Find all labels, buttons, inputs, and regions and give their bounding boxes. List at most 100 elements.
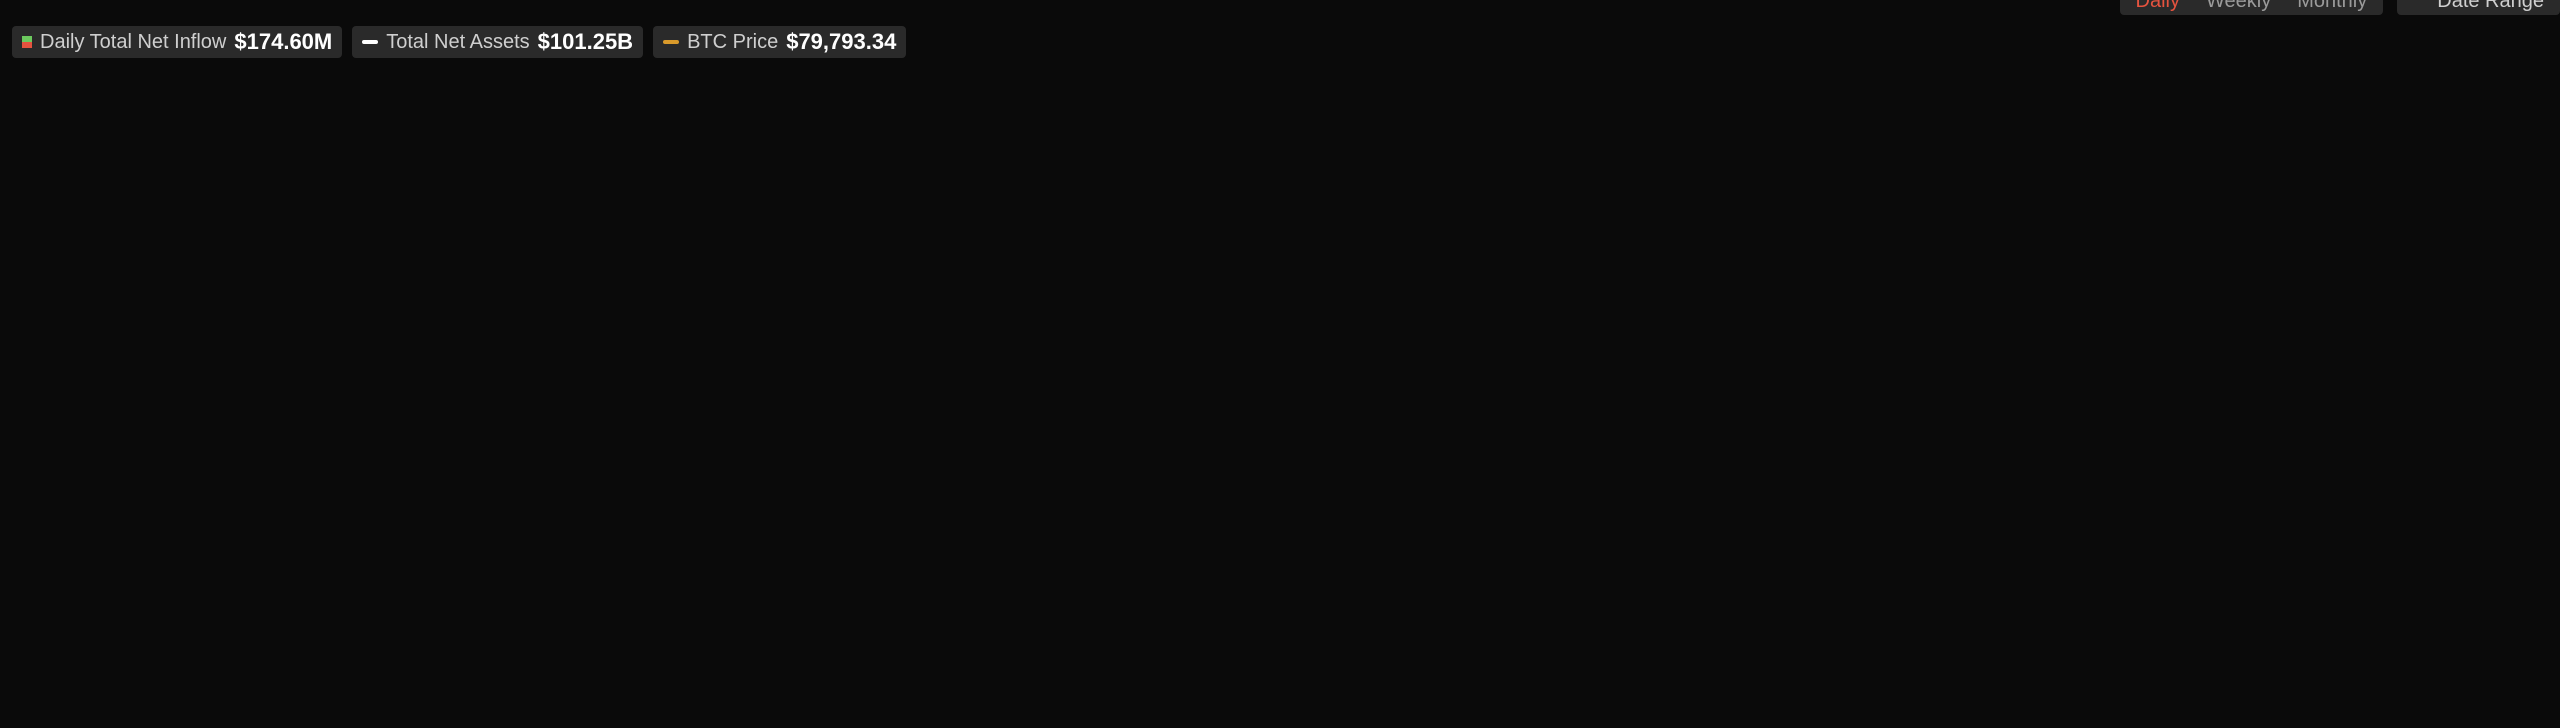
legend-item[interactable]: Total Net Assets $101.25B: [352, 26, 644, 58]
bar: [734, 388, 755, 475]
x-tick-label: 2026/08/14: [2007, 632, 2092, 651]
interval-button[interactable]: Weekly: [2206, 0, 2272, 12]
x-tick-label: 2026/06/10: [784, 632, 869, 651]
bar: [1305, 388, 1326, 410]
bar: [1849, 322, 1870, 388]
bar: [2339, 330, 2360, 388]
bar: [761, 388, 782, 412]
legend-item[interactable]: BTC Price $79,793.34: [653, 26, 907, 58]
bar: [2312, 388, 2333, 440]
bar: [1060, 388, 1081, 512]
bar: [1006, 388, 1027, 406]
y-tick-label: -900M: [54, 618, 95, 634]
bar: [1904, 362, 1925, 388]
bar: [2067, 309, 2088, 388]
y-tick-label: 900M: [59, 140, 95, 156]
bar: [924, 385, 945, 388]
bar: [1740, 326, 1761, 388]
interval-button[interactable]: Monthly: [2297, 0, 2368, 12]
bar: [1659, 388, 1680, 391]
y2-tick-label: 25.17B: [2482, 618, 2526, 634]
bar: [1142, 388, 1163, 448]
bar: [272, 388, 293, 448]
x-tick-label: 2026/06/17: [920, 632, 1005, 651]
x-tick-label: 2026/05/04: [76, 632, 161, 651]
y-tick-label: 0: [88, 379, 96, 395]
line: [118, 346, 2459, 475]
bar: [652, 388, 673, 525]
bar: [516, 388, 537, 476]
bar: [190, 388, 211, 462]
bar: [598, 388, 619, 428]
bar: [462, 388, 483, 415]
navigator-window[interactable]: [2171, 660, 2475, 695]
line: [118, 389, 2459, 520]
bar: [952, 388, 973, 410]
x-tick-label: 2026/08/21: [2143, 632, 2228, 651]
bar: [408, 388, 429, 476]
bar: [2094, 337, 2115, 388]
bar: [1822, 332, 1843, 388]
bar: [1033, 388, 1054, 418]
x-tick-label: 2026/08/28: [2279, 632, 2364, 651]
bar: [2448, 341, 2468, 388]
bar: [1577, 370, 1598, 388]
bar: [979, 388, 1000, 412]
controls: Daily Weekly Monthly Date Range: [2119, 0, 2560, 15]
bar: [571, 388, 592, 448]
legend-label: Daily Total Net Inflow: [40, 30, 227, 53]
bar: [244, 381, 265, 388]
watermark: SoSoValue: [1225, 655, 1349, 682]
legend-item[interactable]: Daily Total Net Inflow $174.60M: [12, 26, 343, 58]
bar: [435, 388, 456, 407]
bar: [1278, 383, 1299, 388]
bar: [1876, 354, 1897, 388]
x-tick-label: 2026/07/31: [1736, 632, 1821, 651]
legend-swatch: [22, 36, 32, 48]
y-tick-label: -300M: [54, 459, 95, 475]
bar: [1604, 388, 1625, 447]
bar: [1115, 388, 1136, 505]
bar: [2230, 305, 2251, 388]
bar: [109, 247, 129, 388]
bar: [788, 388, 809, 408]
bar: [136, 263, 157, 388]
x-tick-label: 2026/07/10: [1328, 632, 1413, 651]
bar: [544, 388, 565, 582]
bar: [707, 386, 728, 388]
bar: [1686, 388, 1707, 402]
bar: [353, 388, 374, 464]
y2-tick-label: 30B: [2482, 602, 2507, 618]
bar: [843, 388, 864, 395]
x-tick-label: 2026/05/19: [376, 632, 461, 651]
x-tick-label: 2026/07/17: [1464, 632, 1549, 651]
x-tick-label: 2026/05/12: [240, 632, 325, 651]
date-range-button[interactable]: Date Range: [2397, 0, 2560, 15]
legend-swatch: [663, 40, 680, 44]
bar: [1088, 388, 1109, 572]
bar: [2393, 361, 2414, 388]
y-tick-label: 300M: [59, 300, 95, 316]
x-tick-label: 2026/09/04: [2415, 632, 2500, 651]
bar: [1387, 388, 1408, 500]
bar: [217, 388, 238, 426]
bar: [2366, 388, 2387, 450]
bar: [1985, 388, 2006, 403]
bar: [1550, 333, 1571, 388]
interval-button[interactable]: Daily: [2135, 0, 2180, 12]
legend: Daily Total Net Inflow $174.60M Total Ne…: [12, 26, 907, 58]
bar: [2420, 194, 2441, 388]
legend-value: $101.25B: [537, 29, 634, 54]
y-tick-label: -600M: [54, 539, 95, 555]
x-tick-label: 2026/06/25: [1056, 632, 1141, 651]
x-tick-label: 2026/06/03: [648, 632, 733, 651]
bar: [2203, 299, 2224, 388]
bar: [380, 388, 401, 558]
bar: [1169, 388, 1190, 446]
x-tick-label: 2026/05/27: [512, 632, 597, 651]
y2-tick-label: 90B: [2482, 404, 2507, 420]
bar: [2012, 388, 2033, 422]
bar: [2121, 251, 2142, 388]
bar: [1632, 388, 1653, 451]
y2-tick-label: 60B: [2482, 503, 2507, 519]
